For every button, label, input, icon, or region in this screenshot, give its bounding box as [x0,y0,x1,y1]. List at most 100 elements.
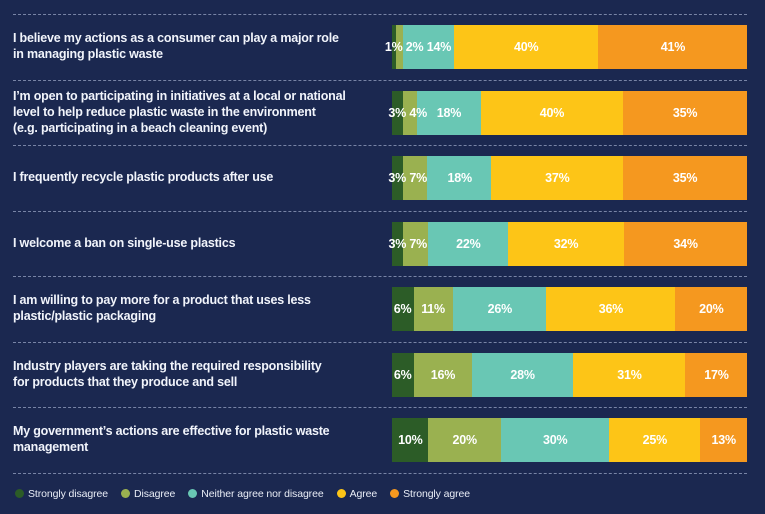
segment-value-label: 41% [660,40,686,55]
segment-value-label: 4% [409,105,427,120]
legend-item-neither-agree-nor-disagree: Neither agree nor disagree [188,487,324,500]
bar-segment-neither-agree-nor-disagree [416,90,481,135]
legend-label: Neither agree nor disagree [201,487,324,500]
stacked-bar: 3% 4% 18% 40% 35% [388,90,747,135]
bar-segment-disagree [413,287,453,332]
bar-value-labels: 1% 2% 14% 40% 41% [385,25,747,69]
chart-row: I am willing to pay more for a product t… [13,277,747,343]
segment-value-label: 30% [543,433,568,448]
bar-segment-neither-agree-nor-disagree [428,221,508,266]
segment-value-label: 7% [409,236,428,251]
statement-label: Industry players are taking the required… [13,358,322,389]
segment-value-label: 36% [598,302,624,317]
segment-value-label: 37% [545,171,570,186]
bar-segment-neither-agree-nor-disagree [402,25,454,70]
bar-segment-strongly-agree [622,156,747,201]
statement-label: I believe my actions as a consumer can p… [13,31,339,62]
bar-segment-strongly-agree [623,221,747,266]
segment-value-label: 11% [421,302,445,317]
segment-value-label: 22% [456,236,481,251]
bar-segment-neither-agree-nor-disagree [471,352,574,397]
bar-segments [392,156,747,201]
bar-segment-strongly-disagree [392,221,403,266]
bar-value-labels: 10% 20% 30% 25% 13% [392,418,747,462]
bar-segment-agree [573,352,686,397]
legend-swatch-neither-agree-nor-disagree [188,489,198,499]
bar-segment-disagree [395,25,403,70]
legend-label: Disagree [134,487,176,500]
stacked-bar-chart: I believe my actions as a consumer can p… [13,14,747,474]
chart-row: I welcome a ban on single-use plastics 3%… [13,212,747,277]
legend-label: Agree [349,487,378,500]
bar-segment-neither-agree-nor-disagree [452,287,547,332]
segment-value-label: 3% [388,105,406,120]
segment-value-label: 13% [711,433,736,448]
legend-swatch-strongly-agree [390,489,400,499]
statement-label: I am willing to pay more for a product t… [13,293,311,324]
bar-segment-disagree [428,418,501,463]
bar-segment-disagree [402,221,429,266]
bar-segment-agree [609,418,700,463]
bar-segments [392,221,747,266]
legend-item-agree: Agree [336,487,378,500]
bar-segments [392,352,747,397]
statement-label: I frequently recycle plastic products af… [13,170,274,185]
segment-value-label: 40% [539,105,565,120]
bar-value-labels: 6% 16% 28% 31% 17% [392,353,747,397]
segment-value-label: 10% [398,433,423,448]
legend-swatch-strongly-disagree [15,489,24,499]
bar-segments [392,90,747,135]
segment-value-label: 26% [487,302,513,317]
segment-value-label: 35% [672,171,698,186]
stacked-bar: 3% 7% 18% 37% 35% [388,156,747,201]
chart-row: Industry players are taking the required… [13,343,747,408]
segment-value-label: 2% [405,40,424,55]
bar-segments [392,25,747,70]
legend-item-strongly-disagree: Strongly disagree [15,488,108,500]
stacked-bar: 6% 16% 28% 31% 17% [392,352,747,397]
chart-row: My government’s actions are effective fo… [13,408,747,474]
segment-value-label: 14% [426,40,452,55]
bar-segment-agree [453,25,599,70]
bar-segment-strongly-agree [699,418,747,463]
segment-value-label: 18% [447,171,472,186]
bar-segment-strongly-disagree [392,156,403,201]
legend-item-disagree: Disagree [121,488,175,500]
segment-value-label: 20% [452,433,477,448]
bar-segment-strongly-agree [675,287,747,332]
chart-legend: Strongly disagree Disagree Neither agree n… [13,474,747,514]
bar-value-labels: 3% 7% 18% 37% 35% [388,156,747,200]
bar-segment-strongly-agree [622,90,747,135]
statement-label: I welcome a ban on single-use plastics [13,235,236,250]
bar-segment-strongly-disagree [392,418,429,463]
bar-segment-neither-agree-nor-disagree [500,418,610,463]
segment-value-label: 17% [704,367,729,382]
segment-value-label: 3% [388,236,407,251]
segment-value-label: 1% [384,40,403,55]
chart-row: I frequently recycle plastic products af… [13,146,747,212]
bar-value-labels: 6% 11% 26% 36% 20% [392,287,747,331]
bar-segment-strongly-agree [685,352,747,397]
segment-value-label: 16% [430,367,456,382]
bar-value-labels: 3% 4% 18% 40% 35% [388,91,747,135]
bar-segment-agree [546,287,676,332]
segment-value-label: 25% [642,433,668,448]
stacked-bar: 10% 20% 30% 25% 13% [392,418,747,463]
bar-segment-agree [480,90,623,135]
bar-segment-strongly-disagree [392,25,396,70]
stacked-bar: 1% 2% 14% 40% 41% [385,25,747,70]
segment-value-label: 40% [514,40,539,55]
legend-swatch-disagree [121,489,131,499]
legend-swatch-agree [336,489,346,499]
statement-label: I’m open to participating in initiatives… [13,88,346,135]
bar-segment-agree [491,156,623,201]
chart-rows: I believe my actions as a consumer can p… [13,15,747,474]
bar-segments [392,418,747,463]
bar-value-labels: 3% 7% 22% 32% 34% [388,222,747,266]
bar-segment-disagree [402,156,428,201]
bar-segment-disagree [402,90,417,135]
segment-value-label: 20% [699,302,724,317]
segment-value-label: 18% [436,105,462,120]
bar-segment-strongly-disagree [392,90,403,135]
segment-value-label: 35% [672,105,698,120]
